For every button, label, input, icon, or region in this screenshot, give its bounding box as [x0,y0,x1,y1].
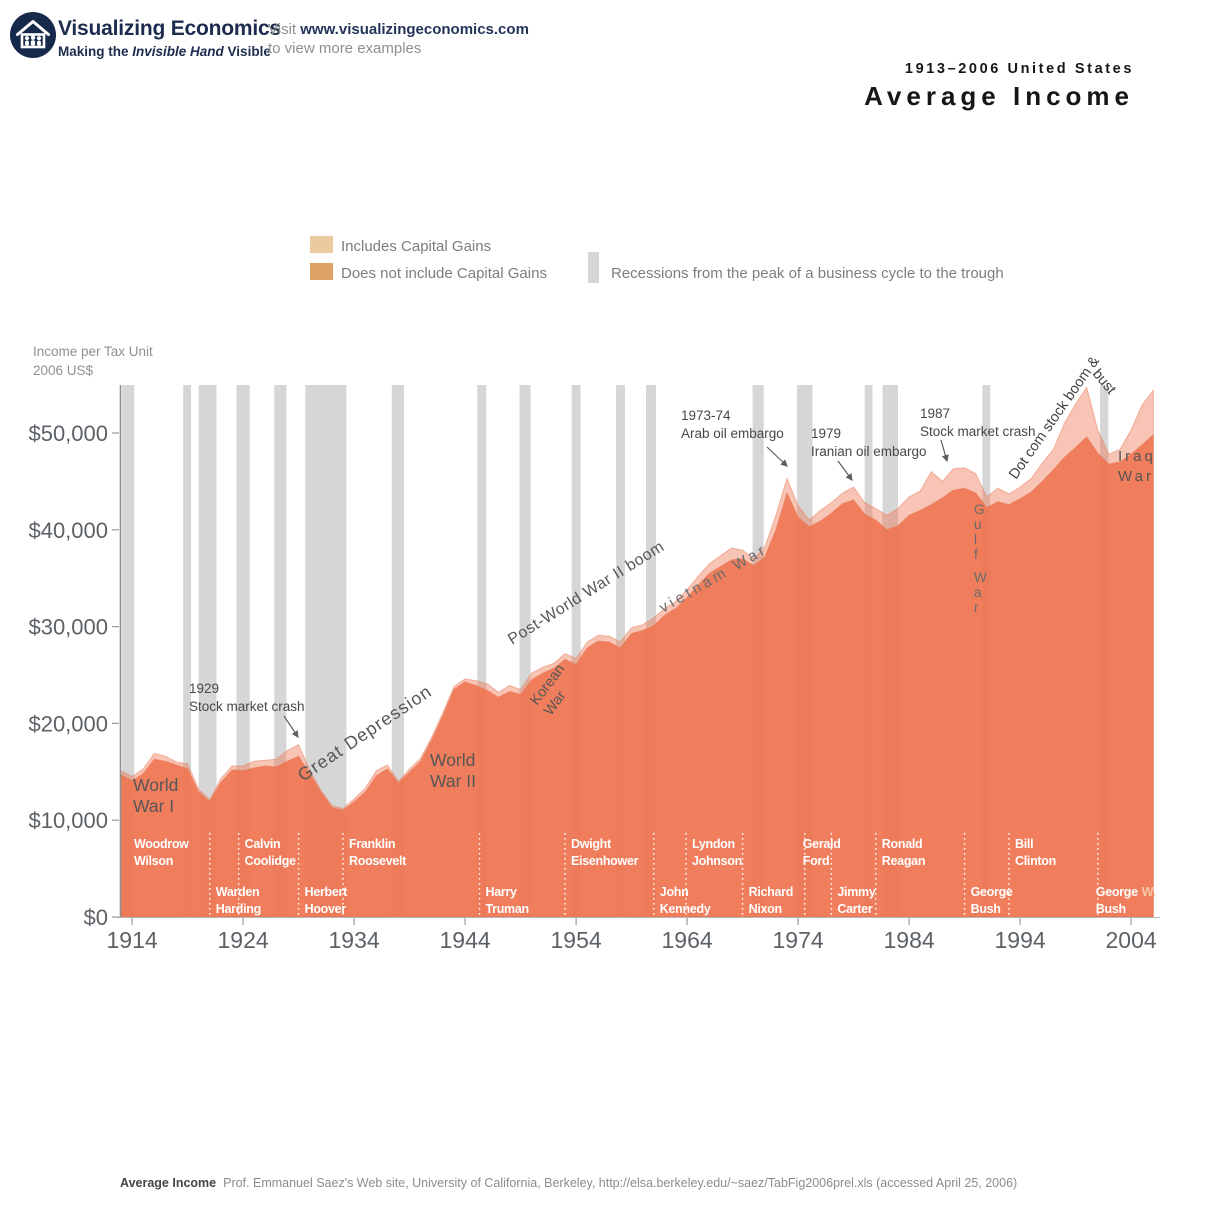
x-tick-label: 1954 [551,927,602,953]
president-label: George Bush [971,885,1013,916]
legend-swatch-includes-capital-gains [310,236,333,253]
x-tick-label: 1974 [773,927,824,953]
recession-bar [477,385,487,917]
annotation: 1973-74 Arab oil embargo [681,408,784,441]
series-area-excludes-capital-gains [120,433,1154,918]
annotation-arrow [766,446,788,467]
president-label: Herbert Hoover [305,885,348,916]
annotation: 1979 Iranian oil embargo [811,426,927,459]
x-tick-label: 1994 [995,927,1046,953]
y-axis-unit-line2: 2006 US$ [33,363,94,378]
y-tick-label: $50,000 [28,421,108,446]
brand-title: Visualizing Economics [58,17,281,40]
legend-label-excludes-capital-gains: Does not include Capital Gains [341,265,547,282]
legend-label-includes-capital-gains: Includes Capital Gains [341,238,492,255]
y-axis-unit-line1: Income per Tax Unit [33,344,153,359]
source-note-title: Average Income [120,1176,217,1190]
brand-block: Visualizing Economics Making the Invisib… [58,17,281,59]
visit-line1: Visit www.visualizingeconomics.com [268,20,529,39]
source-note-text: Prof. Emmanuel Saez's Web site, Universi… [223,1176,1018,1190]
tagline-pre: Making the [58,44,133,59]
legend-swatch-recessions [588,252,599,283]
president-label: Woodrow Wilson [134,837,189,868]
annotation: 1987 Stock market crash [920,406,1036,439]
x-tick-label: 2004 [1106,927,1157,953]
visit-url-link[interactable]: www.visualizingeconomics.com [300,21,529,38]
visit-block: Visit www.visualizingeconomics.com to vi… [268,20,529,58]
president-label: Calvin Coolidge [245,837,296,868]
y-tick-label: $20,000 [28,711,108,736]
title-block: 1913–2006 United States Average Income [864,61,1134,112]
x-tick-label: 1964 [662,927,713,953]
y-axis-unit-note: Income per Tax Unit 2006 US$ [33,342,153,380]
president-label: Harry Truman [486,885,529,916]
x-tick-label: 1934 [329,927,380,953]
visit-prefix: Visit [268,21,301,38]
annotation: World War I [133,775,178,816]
president-label: Franklin Roosevelt [349,837,407,868]
recession-bar [571,385,581,917]
chart-title: Average Income [864,81,1134,111]
president-label: Dwight Eisenhower [571,837,639,868]
y-tick-label: $0 [84,905,108,930]
annotation-arrow [837,460,853,481]
annotation: World War II [430,750,476,791]
y-tick-label: $10,000 [28,808,108,833]
y-tick-label: $30,000 [28,615,108,640]
x-tick-label: 1984 [884,927,935,953]
president-label: George W. Bush [1096,885,1156,916]
president-label: Ronald Reagan [882,837,925,868]
annotation: Iraq War [1118,448,1156,485]
annotation: 1929 Stock market crash [189,681,305,714]
source-note: Average Income Prof. Emmanuel Saez's Web … [120,1176,1017,1190]
legend-swatch-excludes-capital-gains [310,263,333,280]
president-label: Bill Clinton [1015,837,1056,868]
visualizing-economics-logo-icon [9,11,57,59]
tagline-post: Visible [223,44,271,59]
x-tick-label: 1944 [440,927,491,953]
president-label: Gerald Ford [803,837,841,868]
tagline-italic: Invisible Hand [132,44,224,59]
annotation-arrow [940,439,949,463]
brand-tagline: Making the Invisible Hand Visible [58,44,281,59]
president-label: Lyndon Johnson [692,837,742,868]
chart-subtitle: 1913–2006 United States [904,61,1134,77]
legend-label-recessions: Recessions from the peak of a business c… [611,265,1004,282]
president-label: Jimmy Carter [837,885,875,916]
visit-line2: to view more examples [268,40,422,57]
recession-bar [183,385,191,917]
recession-bar [519,385,531,917]
x-tick-label: 1914 [107,927,158,953]
annotation-arrow [283,715,299,738]
y-tick-label: $40,000 [28,518,108,543]
recession-bar [198,385,217,917]
x-tick-label: 1924 [218,927,269,953]
president-label: Richard Nixon [749,885,793,916]
